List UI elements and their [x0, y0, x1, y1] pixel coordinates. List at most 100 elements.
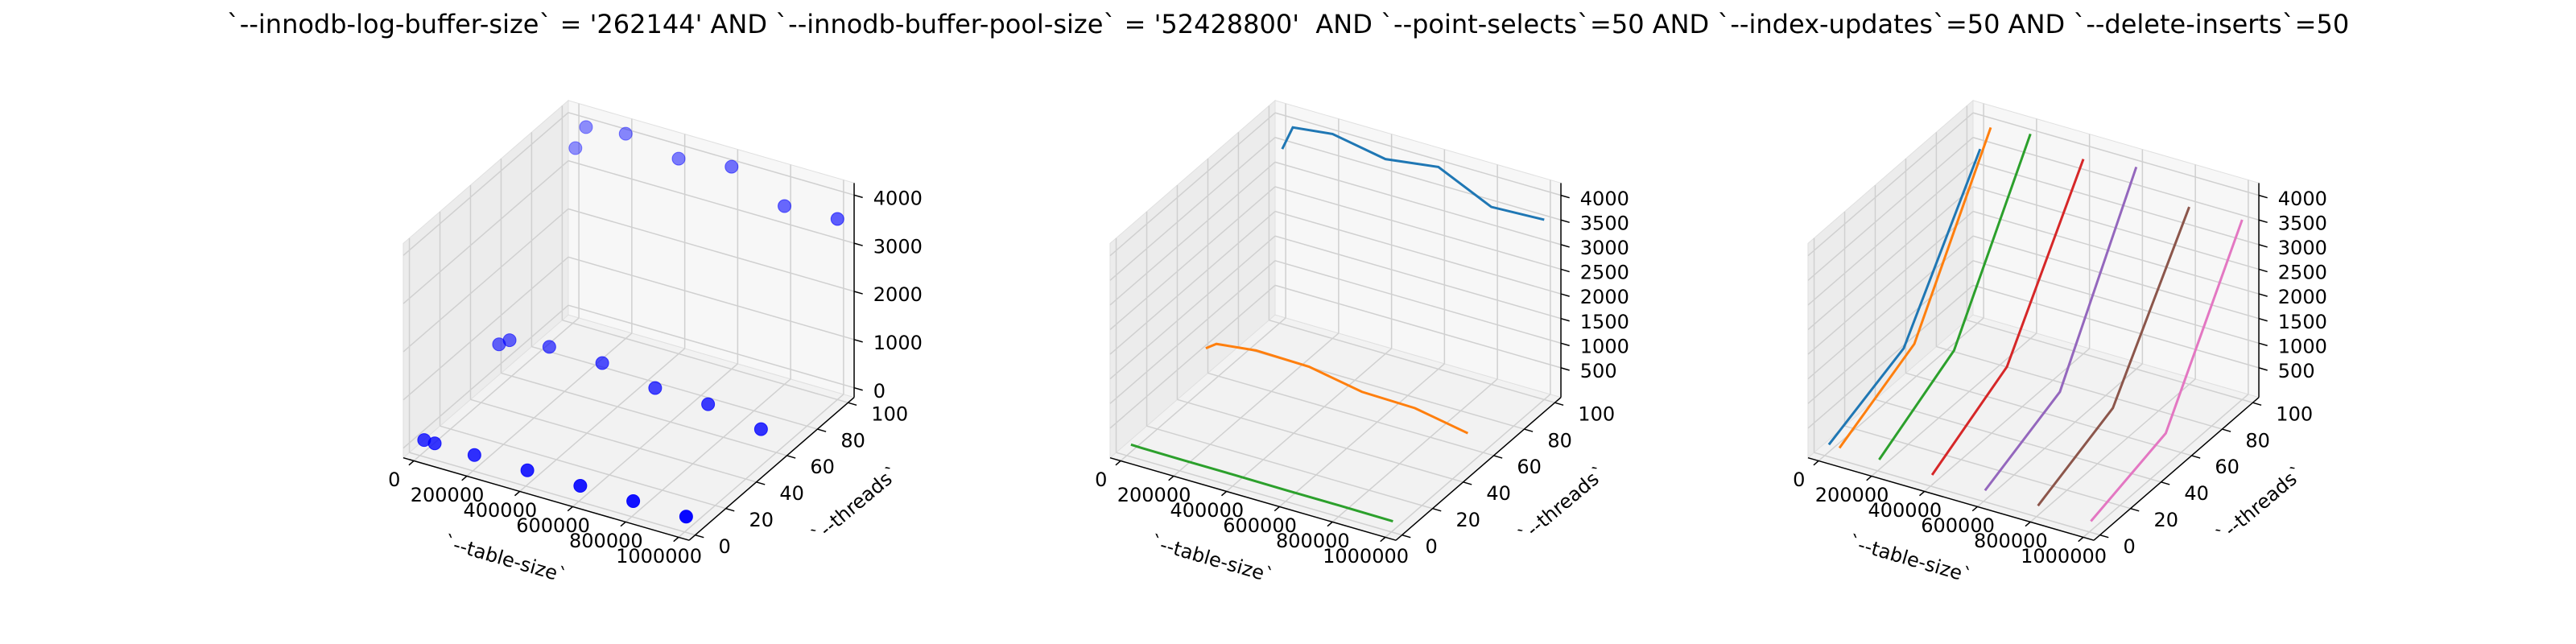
y-tick-label: 0: [2123, 535, 2135, 558]
tick-mark: [620, 521, 626, 527]
point: [427, 436, 442, 451]
grid-line: [1807, 186, 1974, 331]
tick-mark: [1866, 475, 1872, 481]
tick-mark: [1554, 402, 1564, 407]
y-tick-label: 80: [1547, 429, 1572, 452]
tick-mark: [2252, 402, 2262, 407]
x-tick-label: 600000: [516, 514, 590, 537]
tick-mark: [756, 481, 766, 485]
grid-line: [572, 363, 738, 507]
grid-line: [1109, 260, 1276, 404]
grid-line: [1109, 112, 1276, 257]
grid-line: [1976, 363, 2143, 507]
grid-line: [1924, 348, 2091, 492]
point: [626, 494, 641, 509]
point: [595, 356, 609, 370]
grid-line: [1807, 235, 1974, 380]
grid-line: [1109, 211, 1276, 355]
y-axis-line: [2093, 397, 2260, 541]
grid-line: [1109, 186, 1276, 331]
tick-mark: [1493, 455, 1503, 459]
x-tick-label: 800000: [1974, 530, 2048, 552]
y-tick-label: 80: [2245, 429, 2270, 452]
z-tick-label: 4000: [2278, 188, 2327, 210]
grid-line: [1936, 345, 2223, 430]
grid-line: [1109, 235, 1276, 380]
tick-mark: [1560, 219, 1570, 224]
x-tick-label: 400000: [1170, 499, 1245, 522]
grid-line: [1967, 319, 2253, 403]
tick-mark: [1560, 244, 1570, 248]
series-line: [1878, 133, 2032, 460]
point: [830, 212, 844, 226]
x-axis-line: [1109, 456, 1397, 541]
tick-mark: [2258, 317, 2268, 322]
tick-mark: [1463, 481, 1472, 485]
y-tick-label: 0: [718, 535, 730, 558]
z-tick-label: 0: [873, 380, 886, 402]
series-line: [1930, 159, 2085, 476]
x-tick-label: 200000: [1815, 484, 1889, 506]
side-pane: [402, 99, 569, 459]
tick-mark: [2099, 534, 2109, 539]
y-tick-label: 20: [1455, 509, 1480, 531]
x-tick-label: 800000: [569, 530, 643, 552]
tick-mark: [673, 536, 679, 543]
tick-mark: [1220, 490, 1228, 497]
z-tick-label: 1000: [873, 332, 923, 354]
tick-mark: [1115, 460, 1121, 466]
tick-mark: [786, 455, 796, 459]
y-axis-line: [688, 397, 855, 541]
grid-line: [1226, 348, 1393, 492]
y-tick-label: 20: [2153, 509, 2178, 531]
y-tick-label: 100: [871, 402, 908, 425]
tick-mark: [1274, 506, 1280, 512]
x-tick-label: 1000000: [2021, 545, 2107, 568]
x-tick-label: 1000000: [1323, 545, 1409, 568]
z-tick-label: 4000: [1580, 188, 1629, 210]
grid-line: [2083, 394, 2249, 538]
tick-mark: [853, 291, 863, 295]
series-line: [2037, 206, 2190, 507]
grid-line: [1274, 112, 1562, 196]
tick-mark: [853, 386, 863, 391]
grid-line: [568, 208, 855, 292]
y-tick-label: 40: [779, 482, 804, 505]
grid-line: [1905, 372, 2192, 456]
tick-mark: [853, 194, 863, 199]
tick-mark: [1918, 490, 1926, 497]
grid-line: [1208, 372, 1494, 456]
grid-line: [568, 304, 855, 389]
z-tick-label: 2500: [1580, 262, 1629, 284]
grid-line: [1972, 137, 2260, 221]
figure-title: `--innodb-log-buffer-size` = '262144' AN…: [227, 9, 2349, 39]
x-axis-line: [402, 456, 690, 541]
point: [568, 141, 583, 155]
y-tick-label: 60: [1517, 456, 1542, 478]
tick-mark: [1432, 507, 1442, 512]
point: [778, 199, 792, 213]
grid-line: [1274, 161, 1562, 246]
x-tick-label: 1000000: [616, 545, 702, 568]
grid-line: [562, 319, 848, 403]
x-tick-label: 600000: [1921, 514, 1995, 537]
grid-line: [1116, 452, 1402, 536]
y-axis-line: [1395, 397, 1562, 541]
tick-mark: [2258, 293, 2268, 297]
z-tick-label: 2000: [873, 283, 923, 306]
tick-mark: [1560, 194, 1570, 199]
series-line: [1281, 126, 1545, 221]
grid-line: [1274, 235, 1562, 320]
grid-line: [1972, 210, 2260, 295]
x-tick-label: 0: [1095, 469, 1107, 491]
z-tick-label: 3500: [1580, 212, 1629, 234]
z-tick-label: 3500: [2278, 212, 2327, 234]
grid-line: [625, 378, 791, 522]
z-tick-label: 3000: [2278, 237, 2327, 259]
tick-mark: [1560, 293, 1570, 297]
tick-mark: [1380, 536, 1386, 543]
point: [753, 422, 768, 436]
